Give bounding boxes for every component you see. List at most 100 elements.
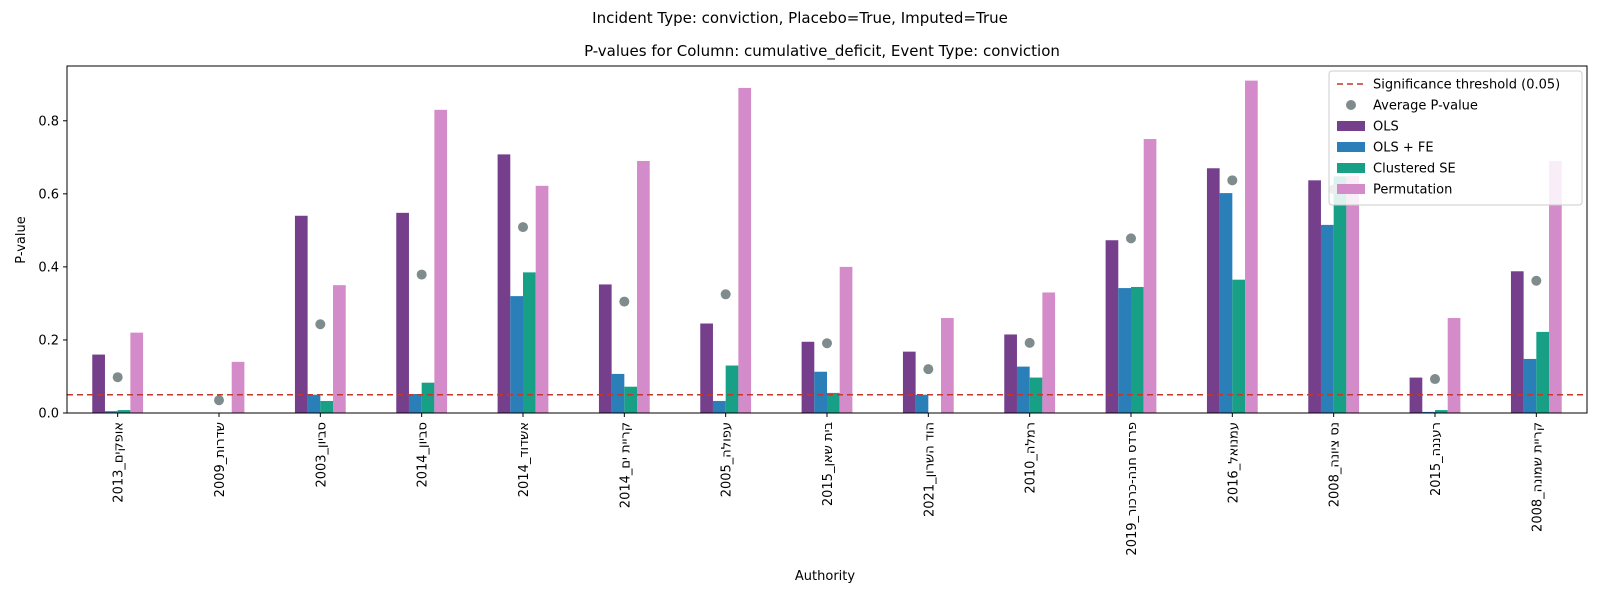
- bar-clustered-se-12: [1333, 176, 1347, 413]
- bar-ols-8: [902, 351, 916, 413]
- x-tick-label-3: סביון_2014: [416, 422, 431, 488]
- legend-label-significance-threshold-0-05: Significance threshold (0.05): [1373, 78, 1560, 93]
- bar-ols-6: [700, 323, 713, 413]
- bar-ols-fe-8: [915, 394, 929, 413]
- bar-ols-9: [1004, 334, 1017, 413]
- legend-label-ols: OLS: [1373, 120, 1399, 135]
- average-point-6: [720, 289, 731, 300]
- average-point-0: [112, 372, 123, 383]
- x-tick-label-11: עמנואל_2016: [1226, 422, 1241, 503]
- bar-clustered-se-3: [421, 382, 435, 413]
- bar-ols-5: [598, 284, 612, 413]
- bar-ols-fe-11: [1219, 193, 1233, 413]
- average-point-5: [619, 296, 630, 307]
- bar-clustered-se-4: [523, 272, 536, 413]
- bar-permutation-10: [1143, 139, 1157, 414]
- average-point-14: [1531, 275, 1542, 286]
- x-tick-label-12: נס ציונה_2008: [1328, 422, 1343, 507]
- plot-area: [67, 80, 1587, 414]
- figure-suptitle: Incident Type: conviction, Placebo=True,…: [592, 9, 1008, 27]
- bar-ols-14: [1510, 271, 1524, 413]
- bar-ols-0: [92, 354, 105, 413]
- bar-ols-fe-0: [104, 411, 118, 413]
- bar-clustered-se-2: [320, 400, 334, 413]
- bar-ols-fe-4: [510, 296, 523, 413]
- bar-permutation-11: [1245, 80, 1258, 414]
- bar-permutation-3: [434, 109, 448, 413]
- average-point-3: [416, 269, 427, 280]
- bar-clustered-se-14: [1536, 331, 1550, 413]
- x-tick-label-5: קריית ים_2014: [618, 422, 633, 508]
- bar-permutation-13: [1447, 318, 1461, 413]
- bar-clustered-se-9: [1029, 377, 1043, 413]
- average-point-4: [518, 222, 528, 233]
- legend-swatch-average-p-value: [1346, 100, 1356, 110]
- bar-permutation-1: [231, 361, 245, 413]
- x-tick-label-4: אשדוד_2014: [517, 422, 532, 497]
- y-tick-label-1: 0.2: [38, 333, 59, 348]
- y-tick-label-2: 0.4: [38, 260, 59, 275]
- bar-ols-11: [1206, 168, 1220, 413]
- bar-ols-10: [1105, 240, 1119, 413]
- bar-ols-fe-14: [1523, 358, 1537, 413]
- legend-swatch-permutation: [1337, 184, 1365, 194]
- bar-ols-7: [801, 341, 815, 413]
- bar-permutation-2: [333, 285, 346, 413]
- bar-clustered-se-13: [1435, 410, 1448, 413]
- y-tick-label-3: 0.6: [38, 187, 59, 202]
- bar-ols-fe-3: [408, 394, 422, 413]
- average-point-10: [1126, 233, 1136, 244]
- average-point-1: [214, 395, 224, 406]
- bar-ols-13: [1409, 377, 1423, 413]
- bar-ols-fe-2: [307, 394, 321, 413]
- bar-permutation-12: [1346, 175, 1360, 413]
- average-point-8: [923, 364, 934, 375]
- x-axis-label: Authority: [795, 569, 855, 584]
- legend-label-clustered-se: Clustered SE: [1373, 162, 1456, 177]
- average-point-13: [1430, 374, 1440, 385]
- bar-ols-fe-9: [1016, 366, 1030, 413]
- legend-label-average-p-value: Average P-value: [1373, 99, 1478, 114]
- x-tick-label-1: שדרות_2009: [213, 422, 228, 497]
- y-axis-label: P-value: [14, 216, 29, 263]
- average-point-2: [315, 319, 326, 330]
- x-tick-label-0: אופקים_2013: [112, 422, 127, 503]
- x-tick-label-10: פרדס חנה-כרכור_2019: [1125, 422, 1140, 556]
- bar-ols-fe-10: [1118, 288, 1131, 413]
- bar-ols-fe-12: [1320, 224, 1334, 413]
- legend-label-permutation: Permutation: [1373, 183, 1452, 198]
- legend-box: [1328, 70, 1583, 206]
- x-tick-label-6: עפולה_2005: [720, 422, 735, 497]
- average-point-7: [822, 338, 832, 349]
- bar-ols-3: [396, 212, 409, 413]
- legend: Significance threshold (0.05) Average P-v…: [1328, 70, 1583, 206]
- average-point-9: [1024, 337, 1035, 348]
- x-tick-label-2: סביון_2003: [314, 422, 329, 488]
- x-tick-label-13: רעננה_2015: [1429, 422, 1444, 496]
- y-tick-label-4: 0.8: [38, 114, 59, 129]
- legend-swatch-ols: [1337, 121, 1365, 131]
- bar-clustered-se-7: [827, 392, 840, 413]
- legend-swatch-clustered-se: [1337, 163, 1365, 173]
- chart-title: P-values for Column: cumulative_deficit,…: [584, 42, 1060, 61]
- bar-permutation-8: [941, 318, 954, 413]
- y-tick-label-0: 0.0: [38, 407, 59, 422]
- bar-permutation-0: [130, 332, 144, 413]
- bar-ols-4: [497, 154, 511, 413]
- bar-permutation-9: [1042, 292, 1056, 413]
- bar-permutation-6: [738, 87, 752, 414]
- legend-swatch-ols-fe: [1337, 142, 1365, 152]
- x-tick-label-7: בית שאן_2015: [821, 422, 836, 506]
- average-point-11: [1227, 175, 1238, 186]
- bar-permutation-5: [637, 160, 650, 413]
- bar-ols-fe-13: [1422, 411, 1435, 413]
- bar-clustered-se-10: [1131, 286, 1144, 413]
- bar-ols-fe-5: [611, 373, 625, 413]
- x-tick-label-14: קריית שמונה_2008: [1530, 422, 1545, 532]
- bar-clustered-se-5: [624, 386, 638, 413]
- x-tick-label-9: רמלה_2010: [1024, 422, 1039, 494]
- bar-ols-fe-7: [814, 371, 827, 413]
- legend-label-ols-fe: OLS + FE: [1373, 141, 1434, 156]
- bar-clustered-se-0: [117, 410, 131, 413]
